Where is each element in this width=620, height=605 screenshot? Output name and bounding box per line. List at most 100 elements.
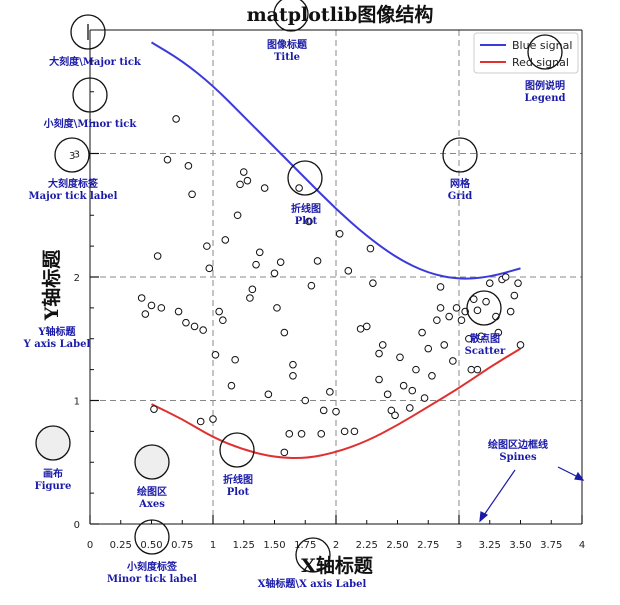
scatter-point	[219, 316, 227, 325]
ann-spines-en: Spines	[499, 452, 537, 463]
scatter-point	[255, 248, 264, 257]
spines-arrows	[479, 466, 585, 523]
scatter-point	[239, 168, 248, 176]
scatter-point	[231, 355, 239, 364]
ann-minor-label-cn: 小刻度标签	[126, 560, 178, 573]
scatter-point	[184, 162, 193, 170]
ann-x-label: X轴标题\X axis Label	[258, 577, 367, 590]
x-minor-tick-label: 2.25	[356, 540, 378, 551]
scatter-point	[433, 316, 441, 325]
scatter-point	[420, 394, 429, 402]
scatter-points	[137, 115, 525, 457]
scatter-point	[412, 365, 420, 374]
scatter-point	[147, 301, 156, 310]
scatter-point	[494, 328, 503, 337]
scatter-point	[211, 351, 220, 359]
scatter-point	[270, 269, 279, 278]
x-minor-tick-label: 0.75	[171, 540, 193, 551]
scatter-point	[295, 184, 303, 192]
x-minor-tick-label: 1.25	[233, 540, 255, 551]
ann-scatter-cn: 散点图	[470, 332, 500, 345]
x-minor-tick-label: 3.75	[540, 540, 562, 551]
scatter-point	[391, 411, 399, 420]
axes-marker-circle	[134, 444, 170, 480]
scatter-point	[506, 307, 515, 316]
scatter-point	[399, 381, 408, 390]
scatter-point	[514, 279, 522, 287]
scatter-point	[236, 180, 244, 189]
y-major-tick-label: 2	[74, 273, 80, 284]
scatter-point	[248, 285, 257, 294]
y-axis-title: Y轴标题	[40, 250, 63, 322]
scatter-point	[375, 375, 383, 384]
x-minor-tick-label: 2.50	[386, 540, 408, 551]
scatter-point	[209, 415, 217, 423]
tick-marks	[89, 60, 583, 525]
legend-blue-label: Blue signal	[512, 39, 572, 52]
ann-spines-cn: 绘图区边框线	[488, 438, 548, 451]
line-marker-circle	[287, 160, 323, 196]
ann-grid-cn: 网格	[450, 177, 471, 190]
scatter-point	[356, 325, 365, 333]
scatter-point	[408, 386, 417, 395]
scatter-point	[203, 242, 211, 250]
scatter-point	[332, 407, 340, 416]
scatter-point	[469, 295, 478, 304]
scatter-point	[227, 381, 236, 390]
ann-plot2-cn: 折线图	[223, 473, 253, 486]
scatter-point	[280, 328, 289, 337]
scatter-point	[289, 360, 297, 369]
y-major-tick-label: 0	[74, 520, 80, 531]
scatter-point	[188, 190, 196, 199]
legend-marker-circle	[527, 34, 563, 70]
scatter-point	[317, 430, 326, 438]
x-major-tick-label: 3	[456, 540, 462, 551]
scatter-point	[215, 307, 223, 316]
scatter-point	[362, 322, 371, 331]
minor-tick-marker-circle	[72, 77, 108, 113]
scatter-point	[482, 297, 490, 306]
scatter-point	[199, 326, 207, 334]
ann-major-tick-label-en: Major tick label	[29, 191, 118, 202]
scatter-point	[473, 365, 482, 374]
scatter-point	[387, 406, 396, 415]
scatter-point	[319, 406, 328, 415]
x-minor-tick-label: 1.50	[263, 540, 285, 551]
ann-line-cn: 折线图	[291, 202, 321, 215]
ann-major-tick-label-cn: 大刻度标签	[48, 177, 99, 190]
ann-major-tick: 大刻度\Major tick	[49, 55, 142, 68]
scatter-point	[252, 260, 260, 269]
x-minor-tick-label: 1.75	[294, 540, 316, 551]
scatter-point	[221, 236, 230, 244]
x-minor-tick-label: 3.50	[509, 540, 531, 551]
scatter-point	[289, 372, 297, 380]
scatter-point	[280, 448, 289, 457]
scatter-point	[205, 264, 214, 273]
ann-figure-en: Figure	[35, 481, 72, 492]
scatter-point	[273, 304, 281, 312]
scatter-point	[418, 328, 426, 337]
y-major-tick-label: 3	[74, 150, 80, 161]
x-label-marker-circle	[295, 537, 331, 573]
annotation-markers: 3	[35, 0, 563, 573]
scatter-point	[477, 332, 485, 341]
scatter-point	[383, 390, 392, 399]
scatter-point	[297, 430, 306, 438]
ann-ylabel-en: Y axis Label	[23, 339, 91, 350]
scatter-point	[501, 273, 510, 281]
scatter-point	[424, 344, 433, 353]
scatter-point	[440, 341, 449, 349]
ann-minor-tick: 小刻度\Minor tick	[43, 117, 138, 130]
scatter-point	[326, 388, 334, 396]
ann-legend-cn: 图例说明	[525, 79, 565, 92]
scatter-point	[340, 427, 349, 436]
ann-figure-cn: 画布	[43, 467, 63, 480]
scatter-point	[369, 279, 377, 287]
scatter-point	[233, 211, 242, 220]
scatter-point	[276, 258, 285, 266]
blue-signal-line	[150, 41, 521, 280]
scatter-point	[301, 396, 310, 405]
ann-minor-label-en: Minor tick label	[107, 574, 197, 585]
x-major-tick-label: 2	[333, 540, 339, 551]
